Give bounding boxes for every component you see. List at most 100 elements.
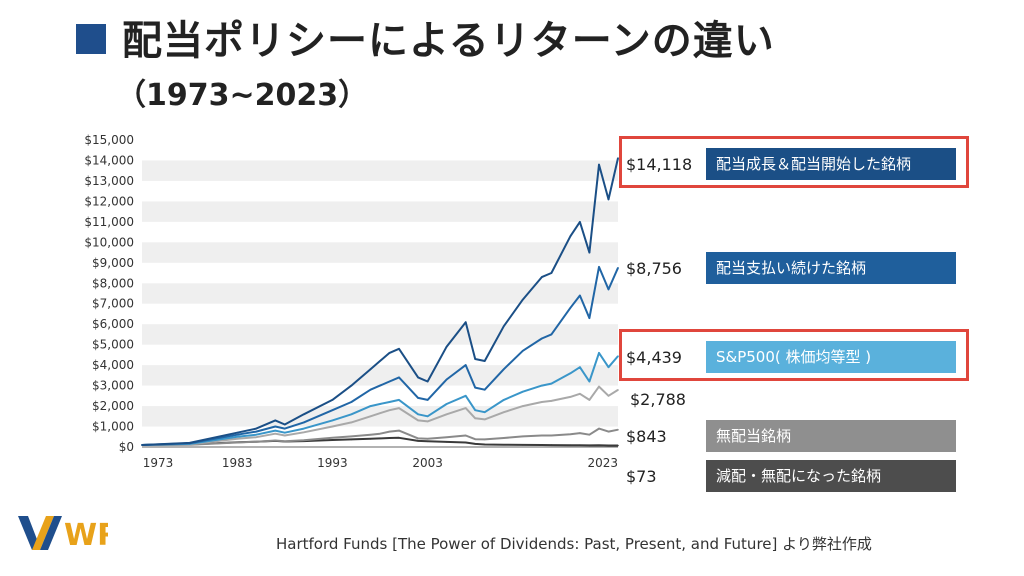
grid-band [142, 365, 618, 386]
series-point [331, 436, 334, 439]
series-point [331, 409, 334, 411]
series-point [369, 368, 372, 371]
series-point [445, 413, 448, 416]
series-point [588, 433, 591, 436]
series-point [417, 437, 419, 440]
x-tick-label: 1973 [143, 456, 174, 470]
series-point [236, 433, 238, 436]
logo-text: WR [64, 518, 108, 553]
series-point [550, 444, 553, 446]
series-point [445, 378, 448, 381]
series-point [607, 444, 610, 447]
series-point [417, 440, 419, 442]
series-point [303, 439, 305, 442]
legend-label: 減配・無配になった銘柄 [706, 460, 956, 492]
series-point [426, 380, 429, 383]
source-footnote: Hartford Funds [The Power of Dividends: … [276, 535, 872, 553]
series-point [188, 442, 191, 444]
series-point [541, 434, 543, 437]
series-point [369, 405, 372, 407]
series-point [483, 438, 486, 441]
y-tick-label: $1,000 [92, 420, 134, 434]
series-point [474, 386, 477, 389]
legend-value: $843 [626, 426, 667, 446]
series-point [388, 401, 391, 403]
series-point [379, 437, 381, 440]
series-point [331, 425, 334, 428]
series-point [474, 443, 477, 445]
legend-label: S&P500( 株価均等型 ) [706, 341, 956, 373]
series-point [541, 276, 543, 278]
page-subtitle: （1973~2023） [116, 78, 369, 113]
series-point [303, 421, 305, 424]
series-point [483, 418, 486, 421]
series-point [350, 413, 353, 416]
page-title: 配当ポリシーによるリターンの違い [122, 18, 775, 64]
y-tick-label: $14,000 [84, 153, 134, 167]
series-point [569, 444, 572, 446]
x-tick-label: 2023 [587, 456, 618, 470]
series-point [474, 438, 477, 441]
series-point [579, 221, 581, 223]
series-point [236, 435, 238, 438]
y-tick-label: $4,000 [92, 358, 134, 372]
legend-item-cutters: $73 減配・無配になった銘柄 [626, 460, 956, 492]
title-square-icon [76, 24, 106, 54]
series-point [274, 429, 277, 432]
y-tick-label: $7,000 [92, 297, 134, 311]
series-point [331, 419, 334, 422]
y-tick-label: $10,000 [84, 235, 134, 249]
series-point [445, 403, 448, 405]
legend-value: $14,118 [626, 154, 693, 174]
series-point [522, 298, 524, 301]
title-row: 配当ポリシーによるリターンの違い [76, 8, 775, 66]
series-point [274, 439, 277, 442]
x-tick-label: 1993 [317, 456, 348, 470]
series-point [541, 401, 543, 403]
series-point [350, 438, 353, 441]
series-point [569, 433, 572, 436]
series-point [617, 428, 619, 431]
series-point [569, 235, 572, 237]
series-point [141, 444, 143, 446]
series-point [255, 433, 258, 436]
series-point [388, 437, 391, 439]
series-point [426, 438, 429, 440]
series-point [541, 384, 543, 387]
series-point [502, 443, 505, 446]
series-point [445, 345, 448, 348]
series-point [569, 307, 572, 309]
series-point [607, 198, 610, 201]
series-point [417, 376, 419, 379]
series-point [236, 438, 238, 440]
series-point [607, 430, 610, 433]
wr-logo-icon: WR [18, 516, 108, 553]
legend-item-dividend-payers: $8,756 配当支払い続けた銘柄 [626, 252, 956, 284]
grid-band [142, 201, 618, 222]
series-point [588, 317, 591, 319]
legend-value: $73 [626, 466, 657, 486]
series-point [522, 444, 524, 446]
series-point [331, 399, 334, 401]
series-point [541, 337, 543, 340]
series-point [598, 266, 600, 268]
series-point [398, 436, 400, 439]
series-point [598, 163, 600, 166]
y-tick-label: $5,000 [92, 338, 134, 352]
series-point [464, 395, 467, 397]
series-point [522, 350, 524, 352]
series-point [502, 399, 505, 401]
series-point [474, 417, 477, 420]
series-point [255, 430, 258, 433]
series-point [607, 366, 610, 368]
series-point [522, 405, 524, 407]
series-point [379, 360, 381, 362]
series-point [350, 421, 353, 424]
series-point [417, 419, 419, 422]
series-point [379, 384, 381, 387]
series-point [617, 355, 619, 357]
series-point [417, 413, 419, 416]
series-point [598, 352, 600, 354]
series-point [255, 427, 258, 430]
series-point [464, 434, 467, 437]
